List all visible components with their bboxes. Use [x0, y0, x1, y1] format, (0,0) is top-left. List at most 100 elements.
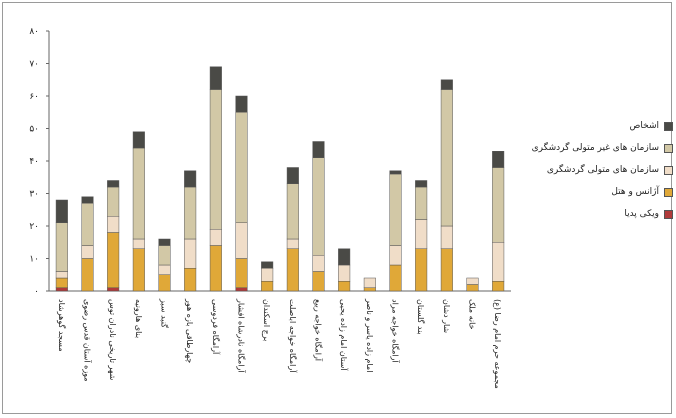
- x-tick-label: مجموعه حرم امام رضا (ع): [493, 299, 502, 389]
- bar-segment: [158, 238, 171, 246]
- legend-item-wikipedia: ویکی پدیا: [523, 203, 673, 225]
- legend: اشخاص سازمان های غیر متولی گردشگری سازما…: [523, 115, 673, 225]
- bar-segment: [132, 147, 145, 240]
- bar-segment: [55, 222, 68, 272]
- bar-segment: [286, 167, 299, 184]
- x-tick-label: چهارطاقی بازه هور: [185, 298, 194, 363]
- x-tick-label: امام زاده یاسر و ناصر: [365, 298, 374, 372]
- bar-segment: [81, 258, 94, 292]
- bar-segment: [132, 248, 145, 292]
- bar-segment: [158, 264, 171, 275]
- bar-segment: [286, 248, 299, 292]
- bar-segment: [158, 274, 171, 292]
- y-tick-label: ۷۰: [29, 60, 39, 70]
- bars: [55, 66, 505, 292]
- bar-segment: [209, 89, 222, 230]
- bar-segment: [184, 186, 197, 240]
- bar-segment: [415, 219, 428, 249]
- bar-segment: [312, 271, 325, 292]
- y-tick-label: ۲۰: [29, 222, 39, 232]
- bar-segment: [492, 242, 505, 282]
- bar-segment: [107, 287, 120, 292]
- bar-segment: [81, 203, 94, 246]
- x-tick-label: بنای هارونیه: [134, 299, 143, 338]
- y-tick-label: ۶۰: [29, 92, 39, 102]
- bar-segment: [286, 238, 299, 249]
- bar-segment: [132, 131, 145, 149]
- bar-segment: [261, 268, 274, 282]
- bar-segment: [235, 258, 248, 288]
- x-tick-label: برج اسکندان: [262, 299, 271, 341]
- bar-segment: [286, 183, 299, 240]
- y-tick-label: ۵۰: [29, 125, 39, 135]
- bar-segment: [389, 245, 402, 266]
- bar-segment: [235, 287, 248, 292]
- bar-segment: [235, 95, 248, 113]
- y-tick-label: ۱۰: [29, 255, 39, 265]
- bar-segment: [415, 248, 428, 292]
- x-tick-label: شار دشان: [442, 299, 451, 333]
- legend-swatch-wikipedia: [664, 209, 673, 219]
- x-tick-label: خانه ملک: [468, 299, 477, 330]
- x-tick-label: گنبد سبز: [160, 298, 170, 328]
- bar-segment: [132, 238, 145, 249]
- x-tick-label: آرامگاه خواجه ربیع: [314, 299, 324, 362]
- bar-segment: [81, 245, 94, 259]
- x-tick-label: شهر تاریخی نادران توس: [108, 299, 117, 381]
- bar-segment: [389, 170, 402, 175]
- bar-segment: [338, 264, 351, 282]
- bar-segment: [312, 255, 325, 272]
- legend-item-tourism-orgs: سازمان های متولی گردشگری: [523, 159, 673, 181]
- x-tick-label: آستان امام زاده یحیی: [339, 299, 349, 371]
- bar-segment: [312, 157, 325, 256]
- bar-segment: [55, 271, 68, 279]
- bar-segment: [55, 199, 68, 223]
- bar-segment: [184, 238, 197, 269]
- x-tick-label: موزه آستان قدس رضوی: [83, 299, 93, 382]
- bar-segment: [389, 264, 402, 292]
- legend-label-persons: اشخاص: [629, 121, 659, 131]
- bar-segment: [107, 186, 120, 217]
- bar-segment: [466, 277, 479, 285]
- bar-segment: [363, 277, 376, 288]
- legend-swatch-non-tourism-orgs: [664, 143, 673, 153]
- y-tick-label: ۸۰: [29, 27, 39, 37]
- legend-label-non-tourism-orgs: سازمان های غیر متولی گردشگری: [531, 143, 659, 153]
- bar-segment: [492, 281, 505, 292]
- bar-segment: [312, 141, 325, 158]
- legend-swatch-tourism-orgs: [664, 165, 673, 175]
- bar-segment: [440, 225, 453, 249]
- stacked-bar-chart: ۰ ۱۰ ۲۰ ۳۰ ۴۰ ۵۰ ۶۰ ۷۰ ۸۰ مسجد گوهرشاد موزه آستان…: [29, 27, 511, 389]
- y-tick-label: ۴۰: [29, 157, 39, 167]
- legend-swatch-persons: [664, 121, 673, 131]
- x-tick-label: آرامگاه نادرشاه افشار: [237, 298, 247, 373]
- legend-label-tourism-orgs: سازمان های متولی گردشگری: [546, 165, 659, 175]
- x-tick-label: آرامگاه خواجه مراد: [391, 299, 401, 364]
- x-tick-labels: مسجد گوهرشاد موزه آستان قدس رضوی شهر تاریخ…: [57, 298, 502, 389]
- x-tick-label: بند گلستان: [416, 299, 426, 335]
- legend-label-wikipedia: ویکی پدیا: [624, 209, 659, 219]
- bar-segment: [415, 186, 428, 220]
- bar-segment: [492, 167, 505, 243]
- bar-segment: [363, 287, 376, 292]
- bar-segment: [184, 268, 197, 292]
- legend-swatch-agency-hotel: [664, 187, 673, 197]
- bar-segment: [235, 112, 248, 223]
- bar-segment: [107, 216, 120, 233]
- bar-segment: [440, 79, 453, 90]
- y-tick-labels: ۰ ۱۰ ۲۰ ۳۰ ۴۰ ۵۰ ۶۰ ۷۰ ۸۰: [29, 27, 49, 297]
- bar-segment: [184, 170, 197, 188]
- legend-item-non-tourism-orgs: سازمان های غیر متولی گردشگری: [523, 137, 673, 159]
- x-tick-label: مسجد گوهرشاد: [57, 299, 67, 352]
- bar-segment: [415, 180, 428, 188]
- y-tick-label: ۳۰: [29, 190, 39, 200]
- bar-segment: [209, 66, 222, 90]
- bar-segment: [440, 89, 453, 227]
- bar-segment: [209, 229, 222, 246]
- bar-segment: [389, 173, 402, 246]
- bar-segment: [261, 281, 274, 292]
- bar-segment: [55, 287, 68, 292]
- chart-frame: ۰ ۱۰ ۲۰ ۳۰ ۴۰ ۵۰ ۶۰ ۷۰ ۸۰ مسجد گوهرشاد موزه آستان…: [2, 2, 673, 414]
- legend-label-agency-hotel: آژانس و هتل: [611, 187, 659, 197]
- x-tick-label: آرامگاه خواجه اباصلت: [288, 299, 298, 373]
